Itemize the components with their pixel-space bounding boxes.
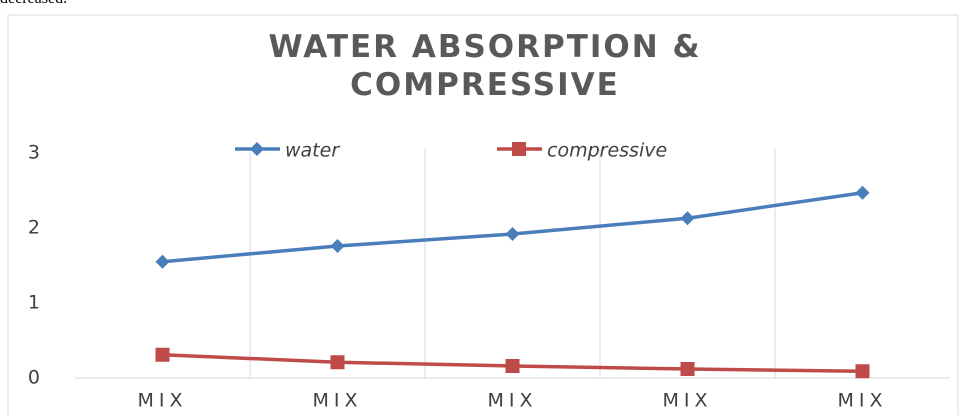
marker (680, 362, 695, 376)
marker (512, 142, 526, 156)
marker (855, 185, 870, 200)
x-tick-label: MIX (487, 390, 537, 412)
marker (330, 355, 345, 370)
x-tick-label: MIX (312, 390, 362, 412)
y-tick-label: 0 (28, 367, 40, 389)
y-tick-label: 2 (28, 217, 40, 239)
marker (680, 211, 695, 226)
marker (855, 364, 870, 379)
document-text: decreased. (0, 0, 67, 8)
legend-label: water (285, 140, 340, 162)
marker (505, 359, 520, 373)
x-tick-label: MIX (837, 390, 887, 412)
marker (155, 347, 170, 362)
legend-label: compressive (547, 140, 667, 162)
marker (250, 142, 264, 156)
chart-title: WATER ABSORPTION & COMPRESSIVE (268, 29, 702, 103)
marker (505, 227, 520, 241)
marker (330, 239, 345, 253)
marker (155, 254, 170, 269)
y-tick-label: 1 (28, 292, 40, 314)
chart-frame (7, 14, 959, 415)
x-tick-label: MIX (662, 390, 712, 412)
y-tick-label: 3 (28, 142, 40, 164)
x-tick-label: MIX (137, 390, 187, 412)
